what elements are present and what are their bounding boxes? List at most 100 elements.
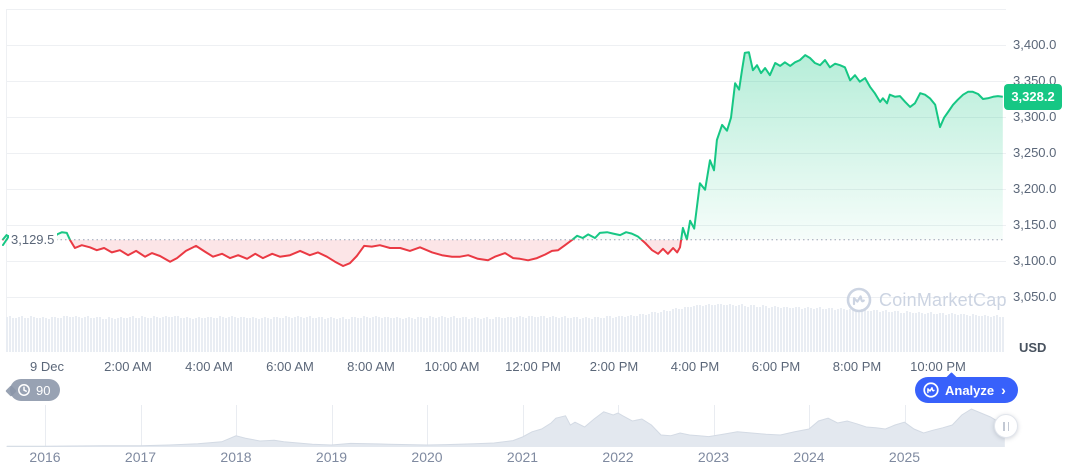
volume-bar — [969, 315, 971, 352]
volume-bar — [105, 318, 107, 352]
volume-bar — [240, 316, 242, 352]
volume-bar — [708, 303, 710, 352]
volume-bar — [681, 308, 683, 352]
volume-bar — [381, 317, 383, 352]
volume-bar — [501, 318, 503, 352]
volume-bar — [759, 306, 761, 352]
volume-bar — [6, 317, 8, 352]
volume-bar — [108, 317, 110, 352]
history-count-badge: 90 — [10, 379, 61, 401]
analyze-button[interactable]: Analyze › — [915, 372, 1018, 403]
volume-bar — [960, 314, 962, 352]
volume-bar — [375, 316, 377, 352]
volume-bar — [99, 317, 101, 352]
volume-bar — [459, 318, 461, 352]
volume-bar — [183, 317, 185, 352]
volume-bar — [234, 317, 236, 352]
volume-bar — [651, 312, 653, 352]
volume-bar — [318, 316, 320, 352]
volume-bar — [339, 318, 341, 352]
volume-bar — [876, 310, 878, 352]
volume-bar — [309, 316, 311, 352]
volume-bar — [699, 305, 701, 352]
volume-bar — [348, 318, 350, 352]
volume-bar — [24, 317, 26, 352]
volume-bar — [69, 317, 71, 352]
navigator-year-label: 2024 — [793, 449, 825, 465]
chevron-right-icon: › — [1001, 382, 1006, 398]
volume-bar — [456, 317, 458, 352]
volume-bar — [423, 318, 425, 352]
volume-bar — [72, 316, 74, 352]
y-axis-label: 3,250.0 — [1013, 145, 1057, 160]
volume-bar — [858, 310, 860, 352]
volume-bar — [519, 316, 521, 352]
volume-bar — [690, 307, 692, 352]
volume-bar — [819, 307, 821, 352]
volume-bar — [399, 317, 401, 352]
volume-bar — [255, 317, 257, 352]
volume-bar — [831, 308, 833, 352]
volume-bar — [405, 317, 407, 352]
volume-bar — [267, 317, 269, 352]
volume-bar — [597, 316, 599, 352]
navigator-year-label: 2019 — [315, 449, 348, 465]
volume-bar — [57, 317, 59, 352]
volume-bar — [762, 305, 764, 352]
volume-bar — [618, 315, 620, 352]
volume-bar — [801, 308, 803, 352]
volume-bar — [33, 316, 35, 352]
volume-bar — [12, 317, 14, 352]
x-axis-label: 10:00 AM — [424, 359, 480, 374]
volume-bar — [192, 318, 194, 352]
volume-bar — [561, 316, 563, 352]
volume-bar — [693, 306, 695, 352]
volume-bar — [87, 316, 89, 352]
volume-bar — [543, 316, 545, 352]
volume-bar — [243, 316, 245, 352]
navigator-year-label: 2022 — [602, 449, 634, 465]
volume-bar — [510, 317, 512, 352]
volume-bar — [66, 316, 68, 352]
price-chart-canvas[interactable] — [0, 9, 1006, 352]
volume-bar — [780, 308, 782, 352]
volume-bar — [93, 318, 95, 352]
volume-bar — [756, 306, 758, 352]
volume-bar — [903, 312, 905, 352]
x-axis-label: 10:00 PM — [910, 359, 966, 374]
volume-bar — [330, 317, 332, 352]
volume-bar — [216, 317, 218, 352]
volume-bar — [36, 318, 38, 352]
volume-bar — [51, 317, 53, 352]
watermark: CoinMarketCap — [846, 287, 1007, 313]
volume-bar — [927, 312, 929, 352]
volume-bar — [135, 317, 137, 352]
volume-bar — [828, 307, 830, 352]
volume-bar — [633, 315, 635, 352]
current-price-value: 3,328.2 — [1011, 89, 1055, 105]
volume-bar — [111, 318, 113, 352]
navigator-area-chart[interactable] — [6, 405, 1006, 447]
volume-bar — [144, 316, 146, 352]
volume-bar — [531, 316, 533, 352]
volume-bar — [741, 304, 743, 352]
volume-bar — [282, 317, 284, 352]
volume-bar — [951, 313, 953, 352]
volume-bar — [753, 305, 755, 352]
volume-bar — [621, 316, 623, 352]
volume-bar — [993, 316, 995, 352]
volume-bar — [390, 318, 392, 352]
volume-bar — [768, 307, 770, 352]
volume-bar — [528, 316, 530, 352]
volume-bar — [714, 304, 716, 352]
volume-bar — [138, 317, 140, 352]
volume-bar — [132, 316, 134, 352]
volume-bar — [885, 310, 887, 352]
volume-bar — [78, 316, 80, 352]
navigator-handle[interactable] — [994, 414, 1018, 438]
gridline — [6, 153, 1006, 154]
volume-bar — [657, 313, 659, 352]
volume-bar — [906, 311, 908, 352]
volume-bar — [174, 315, 176, 352]
